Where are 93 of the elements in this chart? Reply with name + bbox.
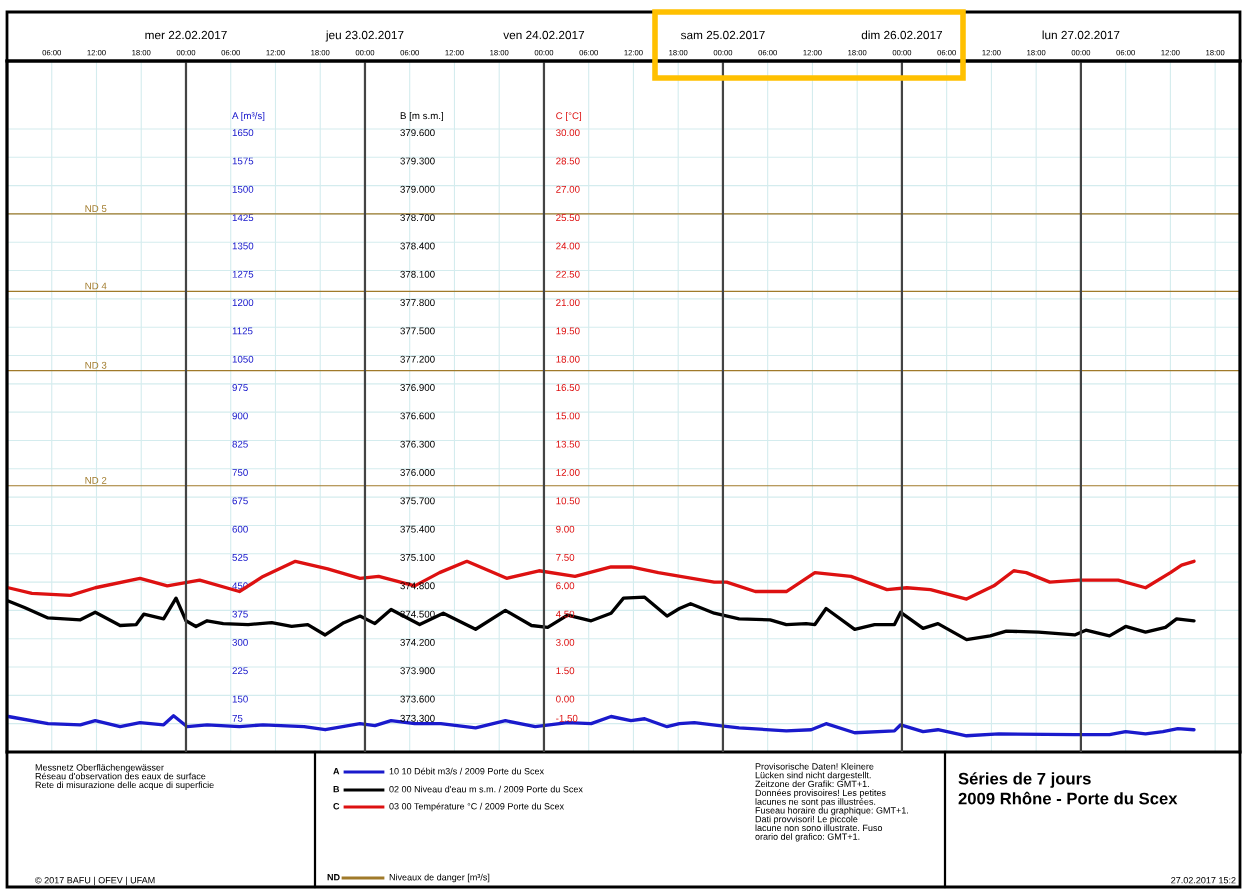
y2-tick-label: 377.200 <box>400 355 435 363</box>
y-tick-label: 75 <box>232 714 243 722</box>
y3-tick-label: 22.50 <box>556 270 580 278</box>
y2-tick-label: 375.100 <box>400 554 435 561</box>
y3-tick-label: 1.50 <box>556 667 575 675</box>
y-tick-label: 375 <box>232 610 248 618</box>
y3-tick-label: 25.50 <box>556 214 580 222</box>
text: C <box>333 803 340 810</box>
y2-tick-label: 377.500 <box>400 327 435 335</box>
y2-tick-label: 379.600 <box>400 129 435 137</box>
y-tick-label: 675 <box>232 497 248 505</box>
text: 2009 Rhône - Porte du Scex <box>958 791 1178 805</box>
y-tick-label: 225 <box>232 667 248 675</box>
y2-tick-label: 374.200 <box>400 638 435 646</box>
y3-tick-label: 4.50 <box>555 610 575 618</box>
text: Provisorische Daten! Kleinere Lücken sind nicht dargestellt. Zeitzone der Grafik: GMT+1. Données provisoires! Les petites lacunes ne sont pas illustrées. Fuseau horaire du graphique: GMT+1. Dati provvisori! Le piccole lacune non sono illustrate. Fuso orario del grafico: GMT+1. <box>755 763 908 842</box>
y3-tick-label: 9.00 <box>556 525 575 533</box>
ref-line-label: ND 5 <box>85 205 107 212</box>
y-tick-label: 1275 <box>232 270 254 278</box>
y2-tick-label: 374.800 <box>400 582 435 590</box>
y2-tick-label: 376.000 <box>400 469 435 476</box>
legend-label: 10 10 Débit m3/s / 2009 Porte du Scex <box>389 767 544 775</box>
y-tick-label: 900 <box>232 412 248 420</box>
y3-tick-label: 15.00 <box>556 412 580 420</box>
y-tick-label: 1125 <box>232 327 253 335</box>
y3-tick-label: 24.00 <box>556 242 580 250</box>
y-tick-label: 150 <box>232 695 248 703</box>
y2-tick-label: 379.300 <box>400 157 435 165</box>
y3-axis-title: C [°C] <box>556 112 582 122</box>
y-tick-label: 750 <box>232 469 248 476</box>
y-tick-label: 1500 <box>232 185 254 193</box>
y-tick-label: 600 <box>232 525 248 533</box>
y-tick-label: 1200 <box>232 299 254 307</box>
y-tick-label: 1575 <box>232 157 254 165</box>
text: A <box>333 768 340 775</box>
text: 27.02.2017 15:2 <box>1171 877 1236 884</box>
y-tick-label: 1650 <box>232 129 254 137</box>
y3-tick-label: 19.50 <box>556 327 580 335</box>
y3-tick-label: 28.50 <box>556 157 580 165</box>
y2-tick-label: 378.100 <box>400 270 435 278</box>
y-tick-label: 975 <box>232 384 248 391</box>
legend-label: 03 00 Température °C / 2009 Porte du Scex <box>389 802 564 812</box>
y-tick-label: 1350 <box>232 242 254 250</box>
y-tick-label: 1050 <box>232 355 254 363</box>
text: Messnetz Oberflächengewässer Réseau d'observation des eaux de surface Rete di misurazione delle acque di superficie <box>35 764 214 790</box>
y2-tick-label: 373.600 <box>400 695 435 703</box>
y3-tick-label: 10.50 <box>556 497 580 505</box>
y-tick-label: 1425 <box>232 214 254 222</box>
y3-tick-label: 6.00 <box>556 582 575 590</box>
y3-tick-label: 30.00 <box>556 129 580 137</box>
y2-tick-label: 379.000 <box>400 185 435 193</box>
y3-tick-label: 27.00 <box>556 185 580 193</box>
y2-tick-label: 373.300 <box>400 714 435 722</box>
y2-tick-label: 373.900 <box>400 667 435 675</box>
text: Séries de 7 jours <box>958 772 1091 788</box>
line-series <box>7 559 1196 601</box>
text: © 2017 BAFU | OFEV | UFAM <box>35 876 155 886</box>
x2-tick-label: jeu 23.02.2017 <box>325 30 404 42</box>
ref-line-label: ND 3 <box>85 361 107 369</box>
y3-tick-label: -1.50 <box>556 714 578 722</box>
y3-tick-label: 3.00 <box>556 638 575 646</box>
y-tick-label: 525 <box>232 554 248 561</box>
y-tick-label: 300 <box>232 638 248 646</box>
y2-tick-label: 378.700 <box>400 214 435 222</box>
y2-tick-label: 376.600 <box>400 412 435 420</box>
text: B <box>333 786 340 793</box>
ref-line-label: ND 2 <box>85 476 107 484</box>
y3-tick-label: 7.50 <box>556 554 575 561</box>
x2-tick-label: ven 24.02.2017 <box>503 30 585 40</box>
y-axis-title: A [m³/s] <box>232 112 265 122</box>
y3-tick-label: 13.50 <box>556 440 580 448</box>
text: ND <box>327 874 340 881</box>
y2-tick-label: 378.400 <box>400 242 435 250</box>
ref-line-label: ND 4 <box>85 282 107 290</box>
y3-tick-label: 12.00 <box>556 469 580 476</box>
y2-tick-label: 376.900 <box>400 384 435 391</box>
y2-tick-label: 375.700 <box>400 497 435 505</box>
x2-tick-label: lun 27.02.2017 <box>1042 30 1120 40</box>
y3-tick-label: 18.00 <box>556 355 580 363</box>
y3-tick-label: 16.50 <box>556 384 580 391</box>
y3-tick-label: 0.00 <box>556 695 575 703</box>
y2-tick-label: 375.400 <box>400 525 435 533</box>
y-tick-label: 825 <box>232 440 248 448</box>
x2-tick-label: sam 25.02.2017 <box>680 30 765 40</box>
text: Niveaux de danger [m³/s] <box>389 873 490 883</box>
y2-tick-label: 376.300 <box>400 440 435 448</box>
line-series <box>7 714 1196 738</box>
y2-tick-label: 377.800 <box>400 299 435 307</box>
legend-label: 02 00 Niveau d'eau m s.m. / 2009 Porte du Scex <box>389 785 583 793</box>
y3-tick-label: 21.00 <box>556 299 580 307</box>
x2-tick-label: mer 22.02.2017 <box>145 30 227 40</box>
y2-axis-title: B [m s.m.] <box>400 112 444 122</box>
x2-tick-label: dim 26.02.2017 <box>861 30 943 40</box>
